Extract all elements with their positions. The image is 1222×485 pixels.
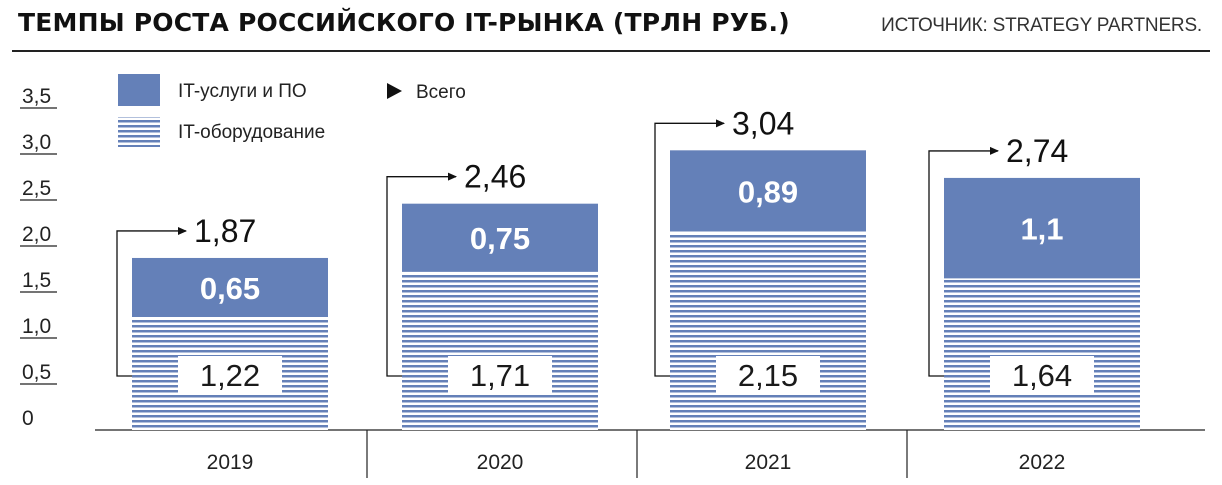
- hardware-label-box: [448, 356, 552, 394]
- hardware-value-label: 2,15: [738, 358, 798, 393]
- legend: IT-услуги и ПО IT-оборудование Всего: [118, 74, 466, 147]
- source-note: ИСТОЧНИК: STRATEGY PARTNERS.: [881, 15, 1202, 36]
- y-tick-label: 3,5: [22, 85, 51, 108]
- legend-label-hardware: IT-оборудование: [178, 122, 325, 143]
- bar-services: [402, 203, 598, 273]
- legend-swatch-services: [118, 74, 160, 106]
- bar-hardware: [402, 272, 598, 430]
- services-value-label: 0,65: [200, 271, 260, 306]
- total-arrow: [386, 172, 457, 377]
- legend-label-services: IT-услуги и ПО: [178, 81, 307, 102]
- bar-services: [132, 257, 328, 318]
- chart-title: ТЕМПЫ РОСТА РОССИЙСКОГО IT-РЫНКА (ТРЛН Р…: [18, 8, 790, 37]
- total-arrow: [928, 146, 999, 377]
- y-tick-label: 0,5: [22, 361, 51, 384]
- bar-services: [944, 177, 1140, 280]
- hardware-value-label: 1,22: [200, 358, 260, 393]
- y-tick-label: 1,5: [22, 269, 51, 292]
- hardware-label-box: [990, 356, 1094, 394]
- y-tick-label: 3,0: [22, 131, 51, 154]
- total-value-label: 3,04: [732, 105, 794, 141]
- hardware-value-label: 1,64: [1012, 358, 1072, 393]
- legend-arrow-icon: [387, 83, 402, 99]
- total-arrow: [654, 119, 725, 377]
- bar-services: [670, 150, 866, 233]
- services-value-label: 0,75: [470, 221, 530, 256]
- x-category-label: 2019: [207, 451, 254, 474]
- total-value-label: 2,46: [464, 159, 526, 195]
- total-arrow: [116, 226, 187, 377]
- header-rule: [12, 50, 1210, 52]
- legend-label-total: Всего: [416, 82, 466, 103]
- services-value-label: 0,89: [738, 174, 798, 209]
- y-tick-label: 2,0: [22, 223, 51, 246]
- x-category-label: 2020: [477, 451, 524, 474]
- total-value-label: 2,74: [1006, 133, 1068, 169]
- hardware-value-label: 1,71: [470, 358, 530, 393]
- y-tick-label: 1,0: [22, 315, 51, 338]
- x-category-label: 2022: [1019, 451, 1066, 474]
- total-value-label: 1,87: [194, 213, 256, 249]
- legend-swatch-hardware: [118, 117, 160, 147]
- bar-hardware: [670, 232, 866, 430]
- x-category-label: 2021: [745, 451, 792, 474]
- y-tick-label: 0: [22, 407, 34, 430]
- hardware-label-box: [716, 356, 820, 394]
- chart-header: ТЕМПЫ РОСТА РОССИЙСКОГО IT-РЫНКА (ТРЛН Р…: [0, 0, 1222, 52]
- hardware-label-box: [178, 356, 282, 394]
- bar-hardware: [944, 279, 1140, 430]
- services-value-label: 1,1: [1020, 212, 1063, 247]
- y-tick-label: 2,5: [22, 177, 51, 200]
